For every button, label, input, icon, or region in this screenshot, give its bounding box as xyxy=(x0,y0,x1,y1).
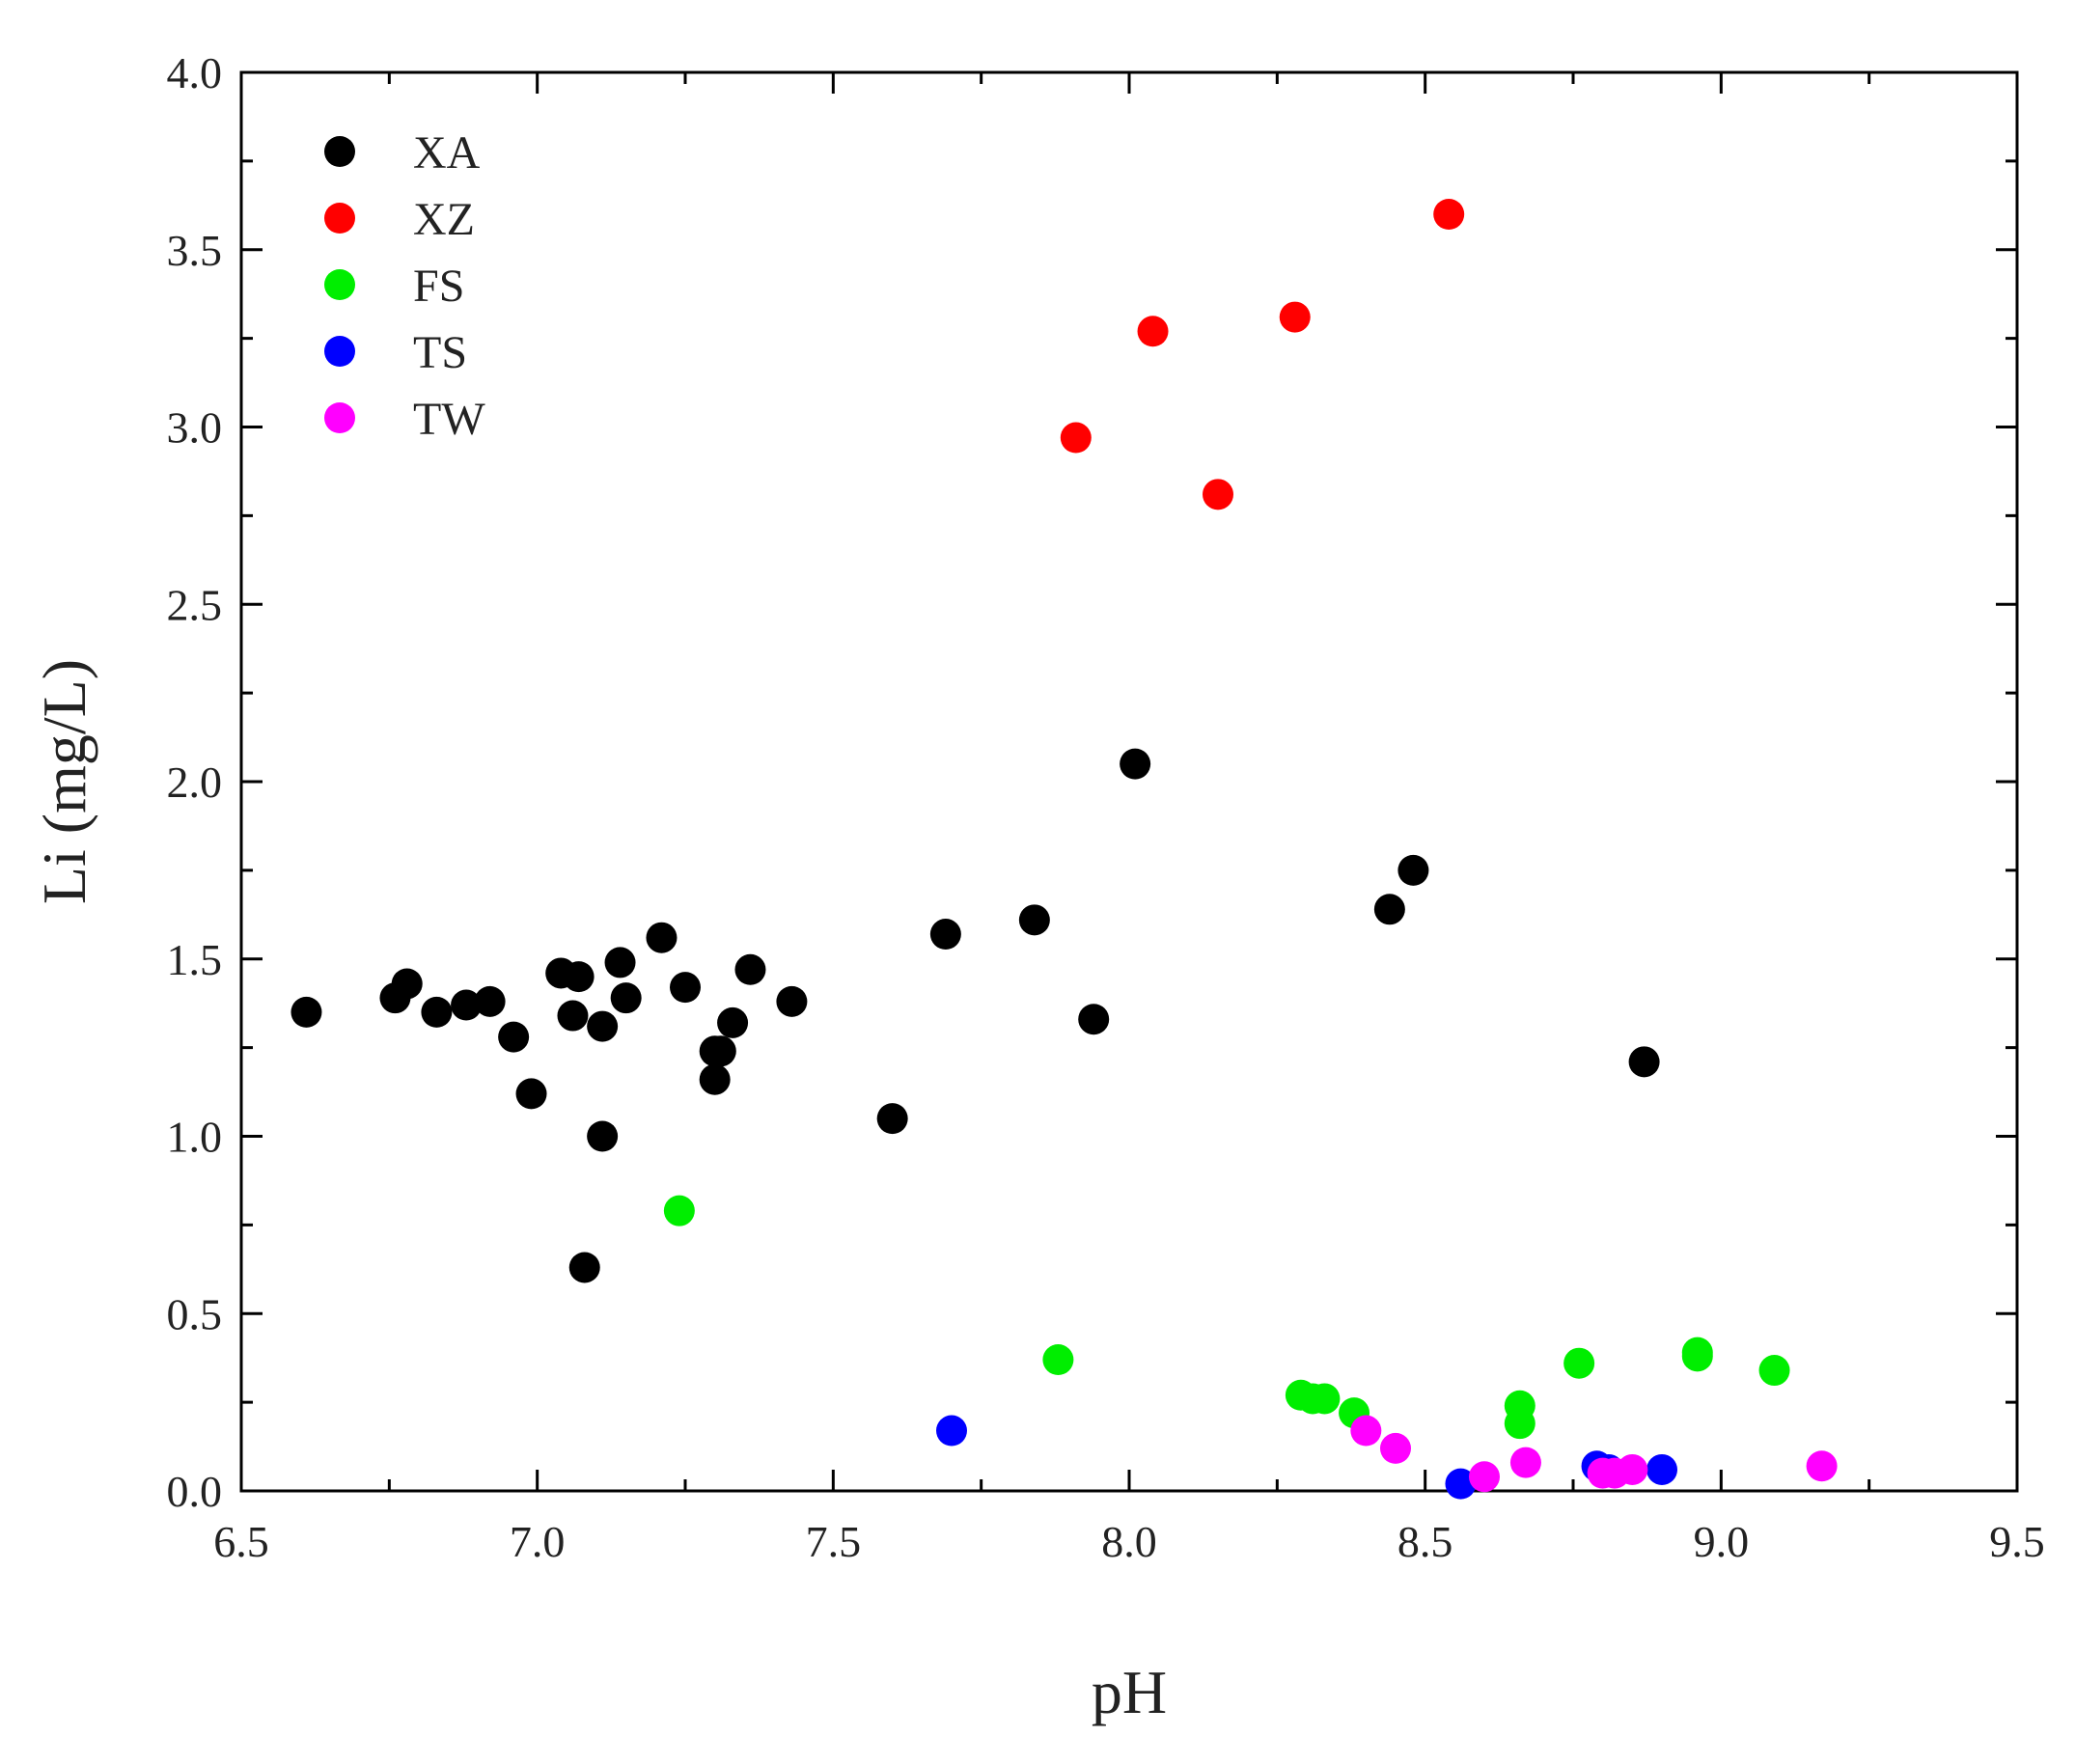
point-xa xyxy=(1018,904,1050,936)
point-ts xyxy=(1646,1453,1677,1485)
point-fs xyxy=(663,1195,695,1227)
x-tick-label: 9.5 xyxy=(1989,1517,2045,1566)
y-tick-label: 3.5 xyxy=(167,226,223,275)
y-tick-label: 0.0 xyxy=(167,1467,223,1516)
point-ts xyxy=(1445,1468,1477,1500)
point-xa xyxy=(498,1021,530,1053)
point-xa xyxy=(515,1078,547,1110)
point-fs xyxy=(1309,1383,1341,1415)
point-xa xyxy=(670,972,701,1004)
x-axis: 6.5 7.0 7.5 8.0 8.5 9.0 9.5 xyxy=(213,72,2045,1566)
point-xa xyxy=(705,1035,736,1067)
point-tw xyxy=(1806,1450,1838,1482)
plot-frame xyxy=(239,70,2019,1493)
point-xz xyxy=(1060,422,1092,454)
y-axis-title: Li (mg/L) xyxy=(30,659,98,904)
point-xa xyxy=(1397,854,1429,886)
y-tick-label: 2.5 xyxy=(167,580,223,629)
point-xa xyxy=(557,1000,589,1032)
point-fs xyxy=(1504,1408,1536,1440)
point-xa xyxy=(1078,1004,1110,1035)
point-xa xyxy=(568,1252,600,1283)
y-tick-label: 2.0 xyxy=(167,758,223,807)
legend-marker-xa xyxy=(324,136,355,167)
y-tick-label: 3.0 xyxy=(167,403,223,453)
point-tw xyxy=(1380,1432,1411,1464)
legend-label-xa: XA xyxy=(413,127,481,179)
point-xa xyxy=(563,961,595,993)
legend: XA XZ FS TS TW xyxy=(324,127,485,445)
x-tick-label: 8.5 xyxy=(1397,1517,1453,1566)
point-xa xyxy=(1373,894,1405,925)
x-tick-label: 6.5 xyxy=(213,1517,269,1566)
x-tick-label: 8.0 xyxy=(1101,1517,1157,1566)
y-tick-label: 1.0 xyxy=(167,1113,223,1162)
legend-label-xz: XZ xyxy=(413,194,475,245)
point-tw xyxy=(1469,1461,1500,1493)
point-xz xyxy=(1137,316,1169,347)
point-xz xyxy=(1433,199,1465,230)
point-xa xyxy=(734,953,766,985)
point-xa xyxy=(587,1120,619,1152)
legend-marker-tw xyxy=(324,402,355,433)
point-xa xyxy=(587,1010,619,1042)
point-tw xyxy=(1509,1447,1541,1478)
legend-marker-xz xyxy=(324,203,355,234)
point-fs xyxy=(1042,1344,1074,1376)
point-xa xyxy=(421,996,453,1028)
point-xz xyxy=(1279,301,1311,333)
point-xa xyxy=(1120,748,1151,780)
point-xa xyxy=(474,985,506,1017)
point-xa xyxy=(929,919,961,951)
point-xa xyxy=(1628,1046,1660,1078)
point-ts xyxy=(936,1415,967,1447)
point-fs xyxy=(1758,1355,1790,1387)
point-xa xyxy=(646,922,678,953)
point-tw xyxy=(1617,1453,1648,1485)
x-tick-label: 7.5 xyxy=(806,1517,862,1566)
point-xa xyxy=(451,989,483,1021)
point-xa xyxy=(604,947,636,978)
y-tick-label: 4.0 xyxy=(167,48,223,97)
legend-label-tw: TW xyxy=(413,394,485,445)
point-fs xyxy=(1681,1340,1713,1372)
point-xa xyxy=(391,968,423,1000)
point-xa xyxy=(699,1063,731,1095)
x-tick-label: 7.0 xyxy=(510,1517,566,1566)
point-xa xyxy=(876,1103,908,1135)
legend-label-ts: TS xyxy=(413,327,467,378)
point-xz xyxy=(1203,479,1233,510)
point-xa xyxy=(717,1006,749,1038)
point-fs xyxy=(1563,1347,1595,1379)
x-axis-title: pH xyxy=(1092,1658,1167,1726)
x-tick-label: 9.0 xyxy=(1694,1517,1750,1566)
data-points xyxy=(290,199,1838,1500)
legend-label-fs: FS xyxy=(413,261,464,312)
point-xa xyxy=(290,996,322,1028)
point-xa xyxy=(776,985,808,1017)
y-tick-label: 1.5 xyxy=(167,935,223,984)
y-axis: 0.0 0.5 1.0 1.5 2.0 2.5 3.0 3.5 4.0 xyxy=(167,48,2017,1516)
point-xa xyxy=(610,982,642,1014)
y-tick-label: 0.5 xyxy=(167,1289,223,1338)
legend-marker-ts xyxy=(324,336,355,367)
point-tw xyxy=(1350,1415,1382,1447)
legend-marker-fs xyxy=(324,269,355,300)
